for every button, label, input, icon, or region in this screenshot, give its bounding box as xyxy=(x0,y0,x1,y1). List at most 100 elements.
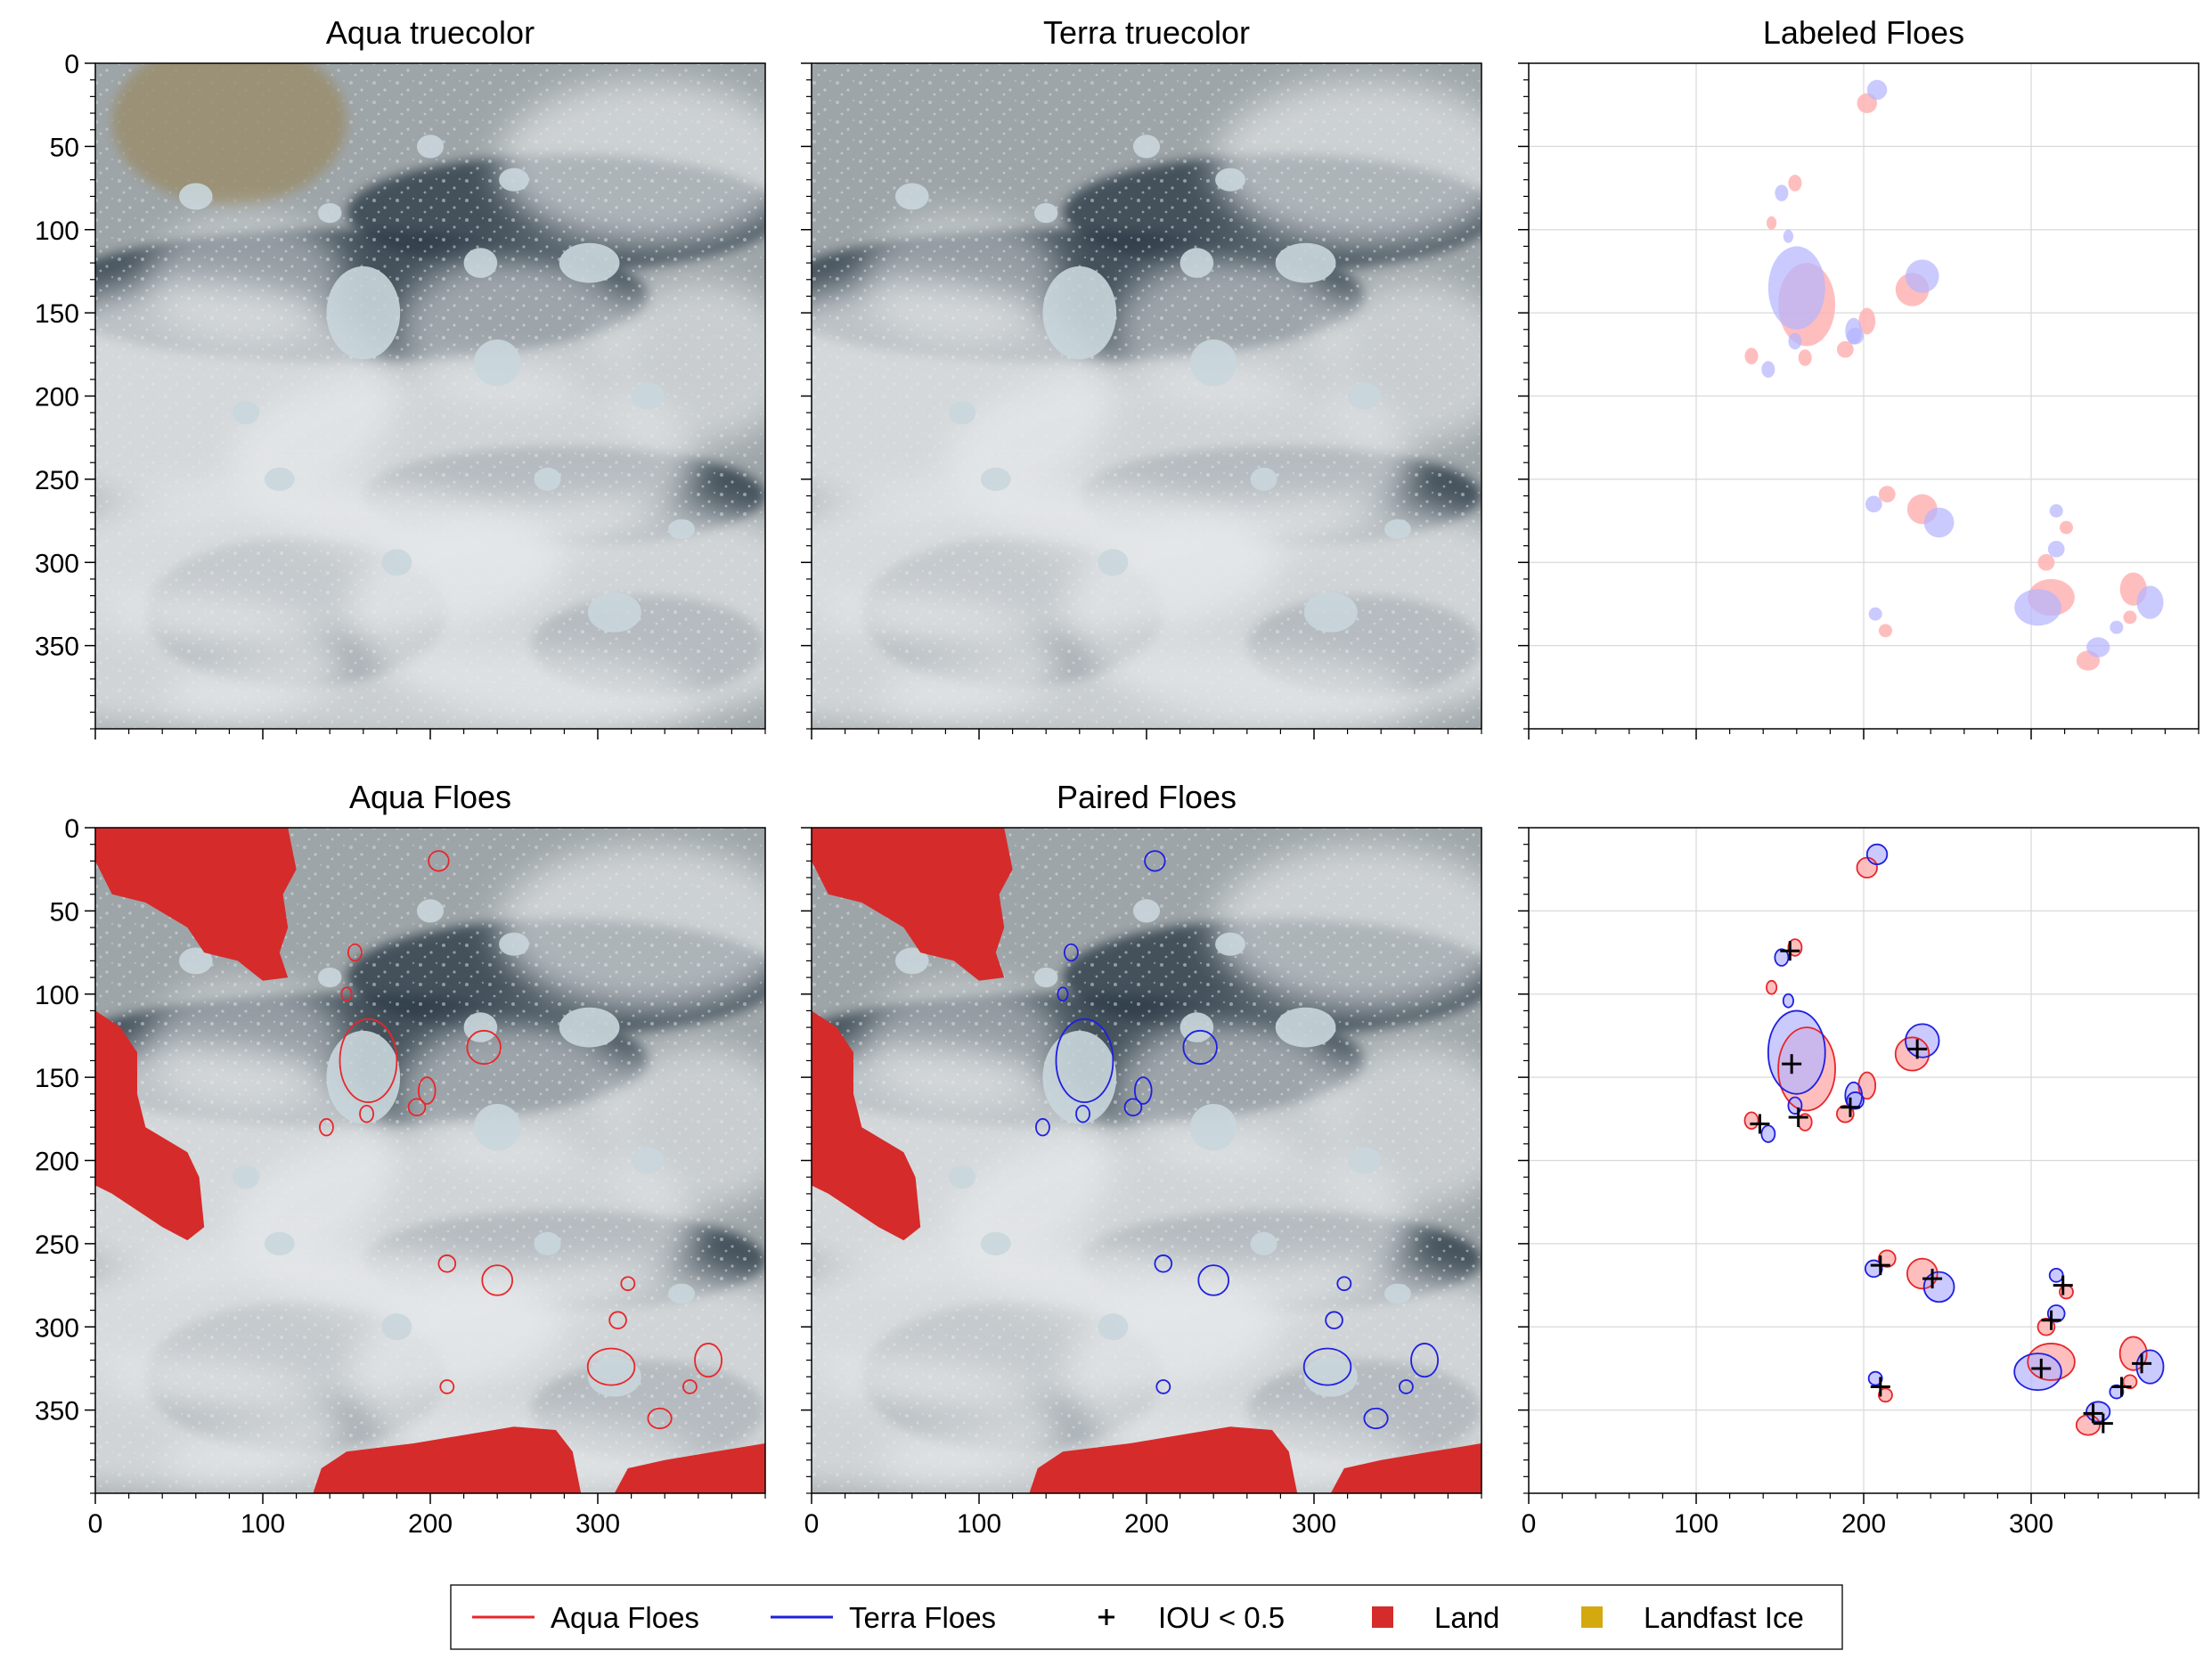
terra-floe-label xyxy=(1767,246,1825,330)
terra-floe-label xyxy=(2086,637,2110,658)
x-tick-label: 300 xyxy=(2009,1509,2053,1539)
terra-floe-label xyxy=(2110,620,2124,634)
panel-title: Aqua Floes xyxy=(349,779,511,815)
aqua-floe-label xyxy=(1766,216,1777,230)
y-tick-label: 150 xyxy=(35,1064,79,1093)
terra-floe-outline xyxy=(2046,1304,2066,1323)
terra-floe-label xyxy=(1865,495,1882,513)
y-tick-label: 350 xyxy=(35,633,79,662)
land-mask xyxy=(95,1010,205,1241)
x-tick-label: 300 xyxy=(1292,1509,1336,1539)
aqua-floe-outline xyxy=(2027,1343,2076,1381)
terra-floe-outline xyxy=(1867,1370,1883,1386)
legend-box xyxy=(450,1584,1843,1650)
aqua-floe-outline xyxy=(439,1379,455,1394)
terra-floe-outline xyxy=(1144,850,1166,872)
aqua-floe-label xyxy=(1858,1072,1876,1099)
panel-title: Paired Floes xyxy=(1057,779,1237,815)
aqua-floe-label xyxy=(1878,1388,1892,1402)
iou-marker xyxy=(2132,1353,2152,1374)
terra-floe-outline xyxy=(1057,986,1069,1002)
terra-floe-outline xyxy=(1398,1379,1414,1394)
aqua-floe-outline xyxy=(466,1029,502,1066)
aqua-floe-label xyxy=(2037,553,2055,571)
terra-floe-outline xyxy=(2109,1384,2125,1400)
aqua-floe-outline xyxy=(1787,938,1803,957)
y-tick-label: 300 xyxy=(35,1313,79,1343)
terra-floe-outline xyxy=(1905,1023,1940,1058)
iou-marker xyxy=(1780,941,1800,961)
terra-floe-label xyxy=(2047,540,2065,558)
legend-item: Terra Floes xyxy=(771,1601,996,1634)
aqua-floe-outline xyxy=(1878,1249,1897,1268)
terra-floe-outline xyxy=(1123,1098,1143,1116)
aqua-floe-outline xyxy=(694,1343,723,1378)
terra-floe-label xyxy=(2014,589,2061,626)
aqua-floe-outline xyxy=(1836,1104,1855,1124)
x-tick-label: 100 xyxy=(957,1509,1001,1539)
land-mask xyxy=(812,1010,921,1241)
aqua-floe-label xyxy=(1836,340,1854,358)
terra-floe-outline xyxy=(1774,948,1790,967)
x-tick-label: 300 xyxy=(575,1509,620,1539)
iou-marker xyxy=(1782,1054,1802,1075)
iou-marker xyxy=(2041,1310,2061,1330)
y-tick-label: 300 xyxy=(35,549,79,578)
terra-floe-label xyxy=(1775,184,1789,202)
panel-title: Labeled Floes xyxy=(1763,14,1964,51)
terra-floe-label xyxy=(1906,259,1939,293)
terra-floe-outline xyxy=(1782,993,1794,1009)
terra-floe-outline xyxy=(1760,1124,1776,1143)
iou-marker xyxy=(2093,1413,2113,1434)
legend-label: Land xyxy=(1434,1601,1499,1634)
terra-floe-outline xyxy=(1055,1017,1114,1104)
land-mask xyxy=(95,828,297,981)
terra-floe-outline xyxy=(1302,1347,1352,1386)
iou-marker xyxy=(2053,1275,2073,1295)
aqua-floe-outline xyxy=(319,1117,334,1137)
panel-aqua-floes: 0 100 200 300 0 50 100 150 200 250 300 350 Aqua Floe… xyxy=(35,779,766,1539)
terra-floe-outline xyxy=(1063,943,1079,962)
aqua-floe-outline xyxy=(1906,1257,1939,1290)
terra-floe-label xyxy=(1767,1010,1825,1094)
land-mask xyxy=(812,828,1013,981)
aqua-floe-outline xyxy=(407,1098,427,1116)
iou-marker xyxy=(2083,1403,2103,1424)
y-tick-label: 200 xyxy=(35,383,79,413)
x-tick-label: 0 xyxy=(1522,1509,1537,1539)
terra-floe-label xyxy=(1783,229,1794,243)
aqua-floe-outline xyxy=(2037,1318,2056,1336)
land-mask xyxy=(313,1426,582,1493)
aqua-floe-label xyxy=(2123,1375,2137,1389)
terra-floe-outline xyxy=(1864,1259,1883,1279)
terra-floe-label xyxy=(2110,1385,2124,1399)
terra-floe-outline xyxy=(1075,1104,1090,1124)
x-tick-label: 0 xyxy=(88,1509,103,1539)
panel-paired-floes: 0 100 200 300 Paired Floes xyxy=(801,779,1482,1539)
legend-item: Land xyxy=(1372,1601,1499,1634)
terra-floe-outline xyxy=(1922,1271,1955,1303)
aqua-floe-outline xyxy=(620,1276,636,1292)
terra-floe-outline xyxy=(1197,1264,1230,1296)
legend-label: Landfast Ice xyxy=(1644,1601,1804,1634)
aqua-floe-label xyxy=(1744,347,1759,365)
terra-floe-outline xyxy=(1133,1076,1153,1105)
iou-marker xyxy=(1922,1269,1943,1289)
aqua-floe-outline xyxy=(340,986,353,1002)
panel-aqua-truecolor: 0 50 100 150 200 250 300 350 Aqua truecolor xyxy=(35,14,766,740)
land-mask xyxy=(1330,1443,1481,1493)
terra-floe-outline xyxy=(1182,1029,1218,1066)
terra-floe-outline xyxy=(2085,1401,2111,1423)
aqua-floe-label xyxy=(2059,520,2073,535)
legend-item: IOU < 0.5 xyxy=(1098,1601,1285,1634)
iou-marker xyxy=(2031,1358,2052,1378)
aqua-floe-label xyxy=(1878,624,1892,638)
terra-floe-outline xyxy=(2135,1349,2165,1385)
aqua-floe-outline xyxy=(339,1017,398,1104)
aqua-floe-outline xyxy=(1777,1026,1836,1112)
aqua-floe-outline xyxy=(417,1076,437,1105)
x-tick-label: 100 xyxy=(1674,1509,1718,1539)
panel-labeled-floes: Labeled Floes xyxy=(1518,14,2200,740)
terra-floe-label xyxy=(1788,332,1802,350)
